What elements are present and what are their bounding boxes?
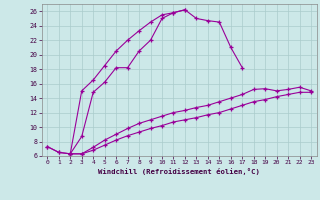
X-axis label: Windchill (Refroidissement éolien,°C): Windchill (Refroidissement éolien,°C)	[98, 168, 260, 175]
